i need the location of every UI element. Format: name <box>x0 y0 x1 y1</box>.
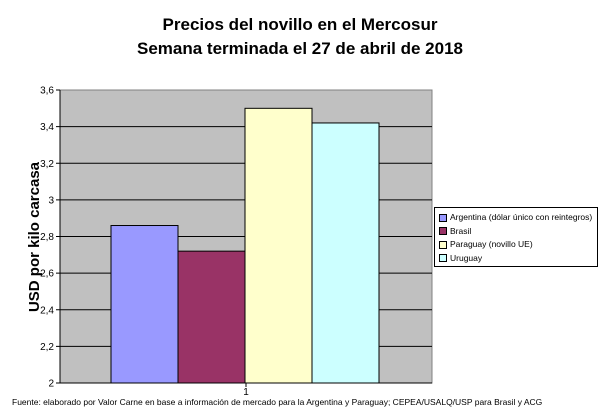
legend-label: Uruguay <box>450 252 483 263</box>
y-tick-label: 3 <box>48 195 54 206</box>
legend-swatch-brasil <box>439 227 447 236</box>
y-tick-label: 2,2 <box>40 342 54 353</box>
y-tick-label: 2,8 <box>40 232 54 243</box>
y-tick-label: 3,2 <box>40 159 54 170</box>
bar-brasil <box>177 250 246 384</box>
legend-item: Argentina (dólar único con reintegros) <box>439 211 593 225</box>
legend-label: Paraguay (novillo UE) <box>450 239 533 250</box>
legend-label: Argentina (dólar único con reintegros) <box>450 212 593 223</box>
legend-swatch-uruguay <box>439 254 447 263</box>
bar-uruguay <box>311 122 380 384</box>
chart-subtitle: Semana terminada el 27 de abril de 2018 <box>137 39 463 58</box>
x-tick-label: 1 <box>243 387 249 398</box>
source-footnote: Fuente: elaborado por Valor Carne en bas… <box>12 397 543 407</box>
y-tick-label: 2 <box>48 379 54 390</box>
legend-swatch-paraguay <box>439 240 447 249</box>
legend-swatch-argentina <box>439 213 447 222</box>
legend-item: Uruguay <box>439 252 593 266</box>
y-tick-label: 3,6 <box>40 86 54 97</box>
y-tick-label: 2,6 <box>40 269 54 280</box>
y-tick-label: 2,4 <box>40 305 54 316</box>
chart-legend: Argentina (dólar único con reintegros) B… <box>434 207 598 267</box>
legend-label: Brasil <box>450 225 472 236</box>
legend-item: Brasil <box>439 225 593 239</box>
legend-item: Paraguay (novillo UE) <box>439 238 593 252</box>
y-tick-label: 3,4 <box>40 122 54 133</box>
bar-argentina <box>110 225 179 384</box>
bar-paraguay <box>244 107 313 384</box>
chart-title: Precios del novillo en el Mercosur <box>162 15 438 34</box>
